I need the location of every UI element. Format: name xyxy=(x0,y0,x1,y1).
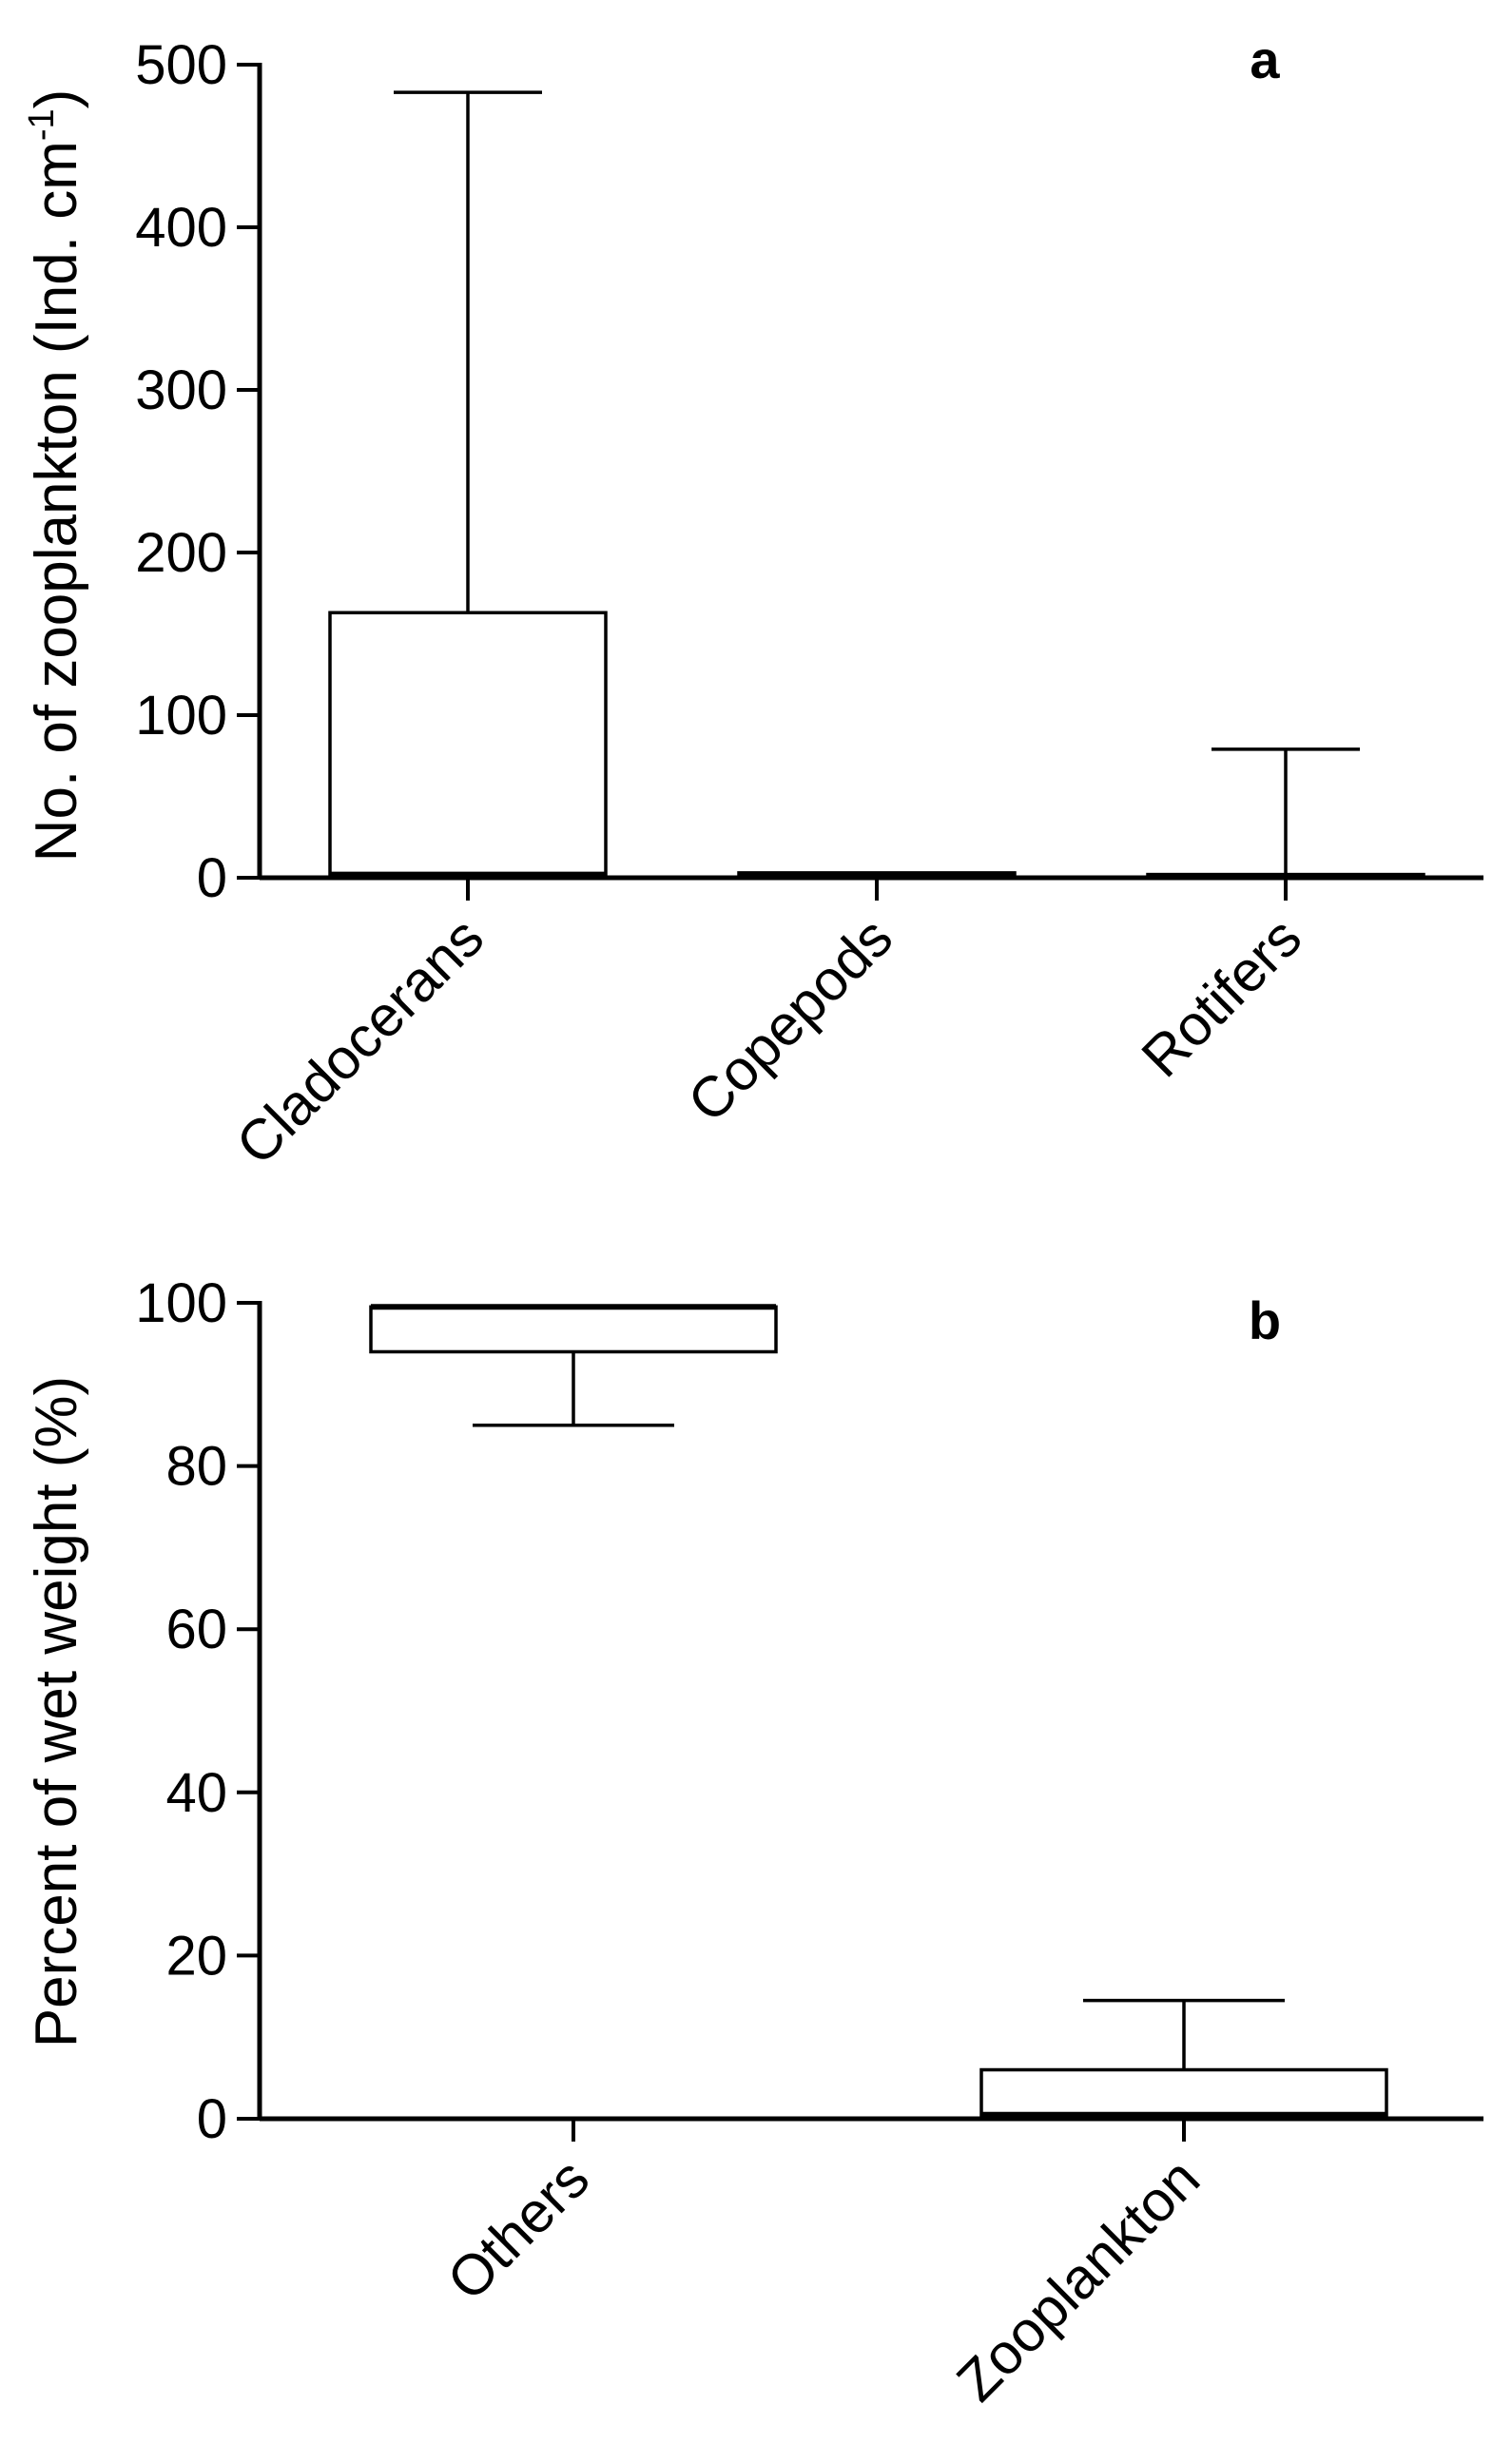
panel-b-y-tick-label: 100 xyxy=(135,1272,227,1334)
panel-a-chart: a No. of zooplankton (Ind. cm-1) 0 100 200… xyxy=(22,29,1483,1176)
panel-b-letter: b xyxy=(1249,1290,1281,1350)
panel-a-category-label: Cladocerans xyxy=(224,905,496,1177)
panel-a-y-tick-label: 200 xyxy=(135,522,227,584)
panel-a-y-axis: 0 100 200 300 400 500 xyxy=(135,34,262,909)
panel-b-y-tick-label: 80 xyxy=(165,1436,227,1498)
panel-a-x-axis xyxy=(260,875,1483,901)
panel-b-y-tick-label: 60 xyxy=(165,1599,227,1660)
panel-a-box-0 xyxy=(328,90,608,880)
panel-a-y-tick-label: 0 xyxy=(197,847,227,909)
panel-a-box-2 xyxy=(1146,747,1425,880)
panel-a-category-labels: Cladocerans Copepods Rotifers xyxy=(224,905,1314,1177)
panel-b-category-label: Others xyxy=(435,2146,601,2313)
panel-a-category-label: Rotifers xyxy=(1130,905,1314,1090)
panel-b-chart: b Percent of wet weight (%) 0 20 40 60 80 100… xyxy=(24,1272,1483,2414)
panel-a-category-label: Copepods xyxy=(675,905,904,1135)
panel-b-boxes xyxy=(369,1304,1388,2121)
panel-a-y-axis-title: No. of zooplankton (Ind. cm-1) xyxy=(22,89,89,863)
panel-a-boxes xyxy=(328,90,1425,880)
panel-a-y-axis-title-main: No. of zooplankton (Ind. cm xyxy=(24,141,89,862)
panel-b-y-axis-title: Percent of wet weight (%) xyxy=(24,1376,89,2047)
panel-a-y-tick-label: 400 xyxy=(135,197,227,259)
panel-b-category-labels: Others Zooplankton xyxy=(435,2146,1212,2414)
panel-a-y-axis-title-close: ) xyxy=(24,89,89,109)
panel-b-box-0 xyxy=(369,1304,778,1427)
panel-b-y-tick-label: 20 xyxy=(165,1925,227,1987)
panel-a-box-1 xyxy=(737,871,1017,880)
panel-a-y-tick-label: 500 xyxy=(135,34,227,96)
panel-b-box-1 xyxy=(979,1998,1388,2121)
panel-a-y-axis-title-sup: -1 xyxy=(22,108,62,141)
panel-b-y-tick-label: 40 xyxy=(165,1762,227,1824)
box-iqr xyxy=(369,1305,778,1354)
panel-b-y-axis: 0 20 40 60 80 100 xyxy=(135,1272,262,2150)
panel-b-x-axis xyxy=(260,2116,1483,2142)
panel-a-y-tick-label: 300 xyxy=(135,359,227,421)
box-iqr xyxy=(328,611,608,877)
panel-b-y-tick-label: 0 xyxy=(197,2088,227,2150)
box-iqr xyxy=(979,2067,1388,2119)
panel-a-y-tick-label: 100 xyxy=(135,685,227,747)
panel-a-letter: a xyxy=(1250,29,1280,89)
panel-b-category-label: Zooplankton xyxy=(944,2146,1212,2414)
